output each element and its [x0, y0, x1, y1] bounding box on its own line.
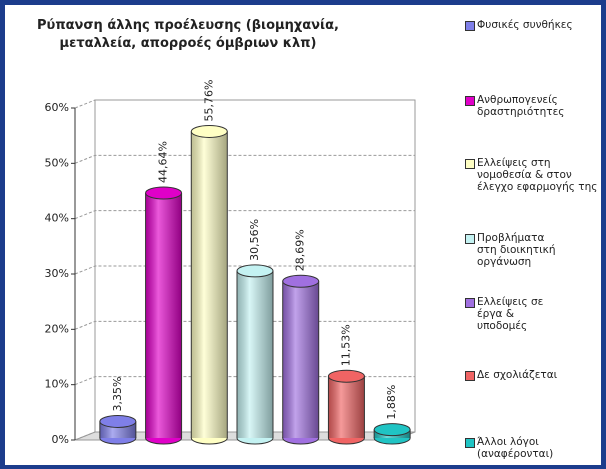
- grid-line: [74, 320, 415, 330]
- y-tick-label: 60%: [45, 101, 69, 114]
- legend-item: Δε σχολιάζεται: [465, 369, 606, 381]
- legend-item: Άλλοι λόγοι (αναφέρονται): [465, 436, 587, 460]
- value-label: 1,88%: [385, 385, 398, 420]
- y-tick-label: 30%: [45, 267, 69, 280]
- legend-swatch: [465, 159, 475, 169]
- bar-cap: [373, 423, 411, 437]
- grid-line: [74, 376, 415, 386]
- value-label: 28,69%: [294, 229, 307, 271]
- bar-shade: [282, 281, 319, 438]
- legend-swatch: [465, 371, 475, 381]
- bar-shade: [145, 192, 182, 438]
- bar-shade: [191, 131, 228, 438]
- value-label: 11,53%: [339, 324, 352, 366]
- legend-item: Φυσικές συνθήκες: [465, 19, 606, 31]
- y-tick-label: 0%: [52, 433, 69, 446]
- legend-label: Ελλείψεις στη νομοθεσία & στον έλεγχο εφ…: [477, 157, 598, 193]
- legend-label: Ελλείψεις σε έργα & υποδομές: [477, 296, 544, 332]
- legend-label: Δε σχολιάζεται: [477, 369, 558, 381]
- value-label: 44,64%: [157, 141, 170, 183]
- legend-swatch: [465, 298, 475, 308]
- value-label: 30,56%: [248, 219, 261, 261]
- chart: 0% 10% 20% 30% 40% 50% 60% 3,35% 44,64% 55,76% 30,…: [45, 80, 416, 446]
- y-tick-label: 10%: [45, 378, 69, 391]
- bar-shade: [237, 270, 273, 438]
- legend-item: Ανθρωπογενείς δραστηριότητες: [465, 94, 587, 118]
- y-tick-label: 40%: [45, 212, 69, 225]
- y-tick-label: 20%: [45, 322, 69, 335]
- grid-line: [74, 210, 415, 220]
- legend-swatch: [465, 438, 475, 448]
- bar-cap: [282, 274, 320, 288]
- bar-cap: [145, 186, 183, 200]
- chart-title: Ρύπανση άλλης προέλευσης (βιομηχανία, με…: [37, 18, 339, 51]
- bar-cap: [99, 414, 137, 428]
- legend-item: Προβλήματα στη διοικητική οργάνωση: [465, 232, 567, 268]
- bar-cap: [236, 264, 274, 278]
- legend-item: Ελλείψεις στη νομοθεσία & στον έλεγχο εφ…: [465, 157, 606, 193]
- value-label: 3,35%: [111, 377, 124, 412]
- legend-swatch: [465, 234, 475, 244]
- legend-label: Φυσικές συνθήκες: [477, 19, 573, 31]
- legend-swatch: [465, 96, 475, 106]
- legend-swatch: [465, 21, 475, 31]
- grid-line: [74, 265, 415, 275]
- bar-cap: [190, 124, 228, 138]
- legend-label: Ανθρωπογενείς δραστηριότητες: [477, 94, 565, 118]
- grid-line: [74, 431, 415, 441]
- bar-shade: [328, 376, 365, 438]
- value-label: 55,76%: [202, 80, 215, 122]
- bar-cap: [327, 369, 365, 383]
- legend-item: Ελλείψεις σε έργα & υποδομές: [465, 296, 557, 332]
- grid-line: [74, 154, 415, 164]
- y-tick-label: 50%: [45, 156, 69, 169]
- legend-label: Άλλοι λόγοι (αναφέρονται): [477, 436, 554, 460]
- legend-label: Προβλήματα στη διοικητική οργάνωση: [477, 232, 556, 268]
- grid-line: [74, 99, 415, 109]
